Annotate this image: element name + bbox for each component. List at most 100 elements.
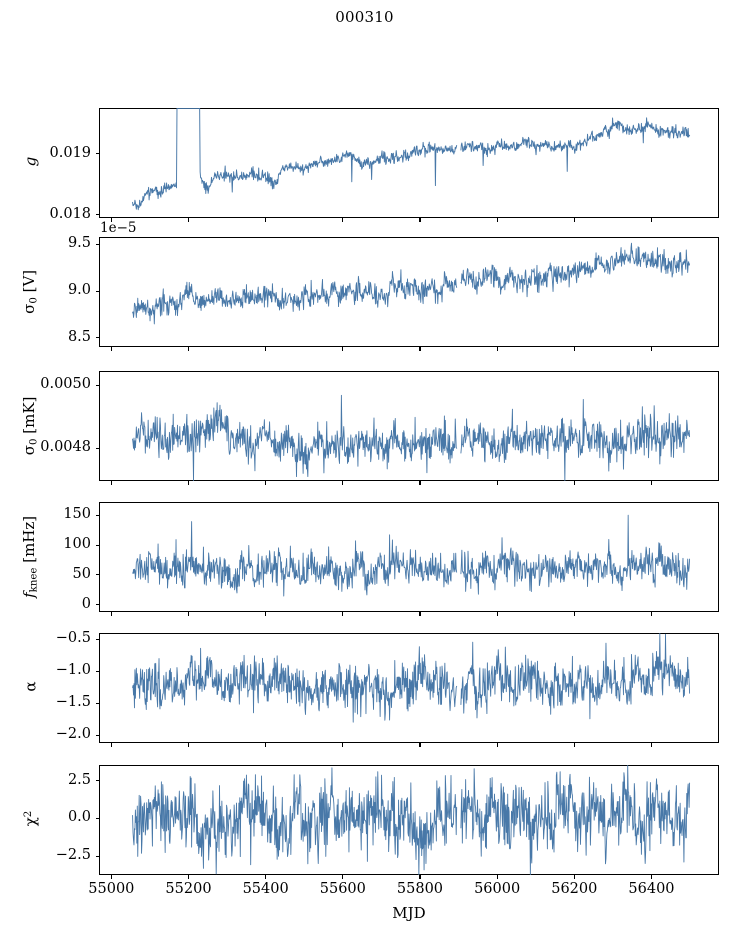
y-tick-label: 0.018 xyxy=(49,205,91,222)
y-tick-label: 50 xyxy=(72,565,91,582)
x-tick-mark xyxy=(419,481,421,485)
x-tick-mark xyxy=(265,481,267,485)
x-tick-mark xyxy=(650,612,653,616)
data-trace-gain xyxy=(132,108,691,211)
x-tick-mark xyxy=(265,218,267,222)
x-tick-mark xyxy=(110,612,112,616)
y-tick-label: 9.0 xyxy=(67,282,91,299)
y-tick-mark xyxy=(95,780,99,782)
y-tick-mark xyxy=(95,337,99,339)
x-tick-label: 55600 xyxy=(319,881,366,897)
y-axis-label-sigma0_mk: σ0 [mK] xyxy=(20,396,40,456)
x-tick-mark xyxy=(496,612,498,616)
data-trace-f_knee xyxy=(132,514,691,597)
y-tick-mark xyxy=(95,447,99,449)
x-tick-mark xyxy=(342,481,344,485)
x-tick-mark xyxy=(573,743,575,747)
data-trace-alpha xyxy=(132,633,691,723)
x-tick-mark xyxy=(265,347,267,351)
y-tick-mark xyxy=(95,702,99,704)
y-tick-label: −1.5 xyxy=(55,694,91,711)
y-tick-mark xyxy=(95,290,99,292)
y-tick-label: 0.019 xyxy=(49,144,91,161)
y-tick-label: 0.0050 xyxy=(40,376,91,393)
x-tick-mark xyxy=(650,347,653,351)
y-axis-label-alpha: α xyxy=(21,681,40,692)
plot-panel-f_knee xyxy=(99,502,719,612)
x-tick-mark xyxy=(188,875,190,879)
data-trace-sigma0_mk xyxy=(132,394,691,481)
x-tick-label: 56400 xyxy=(628,881,675,897)
y-tick-mark xyxy=(95,817,99,820)
y-axis-label-chi2: χ2 xyxy=(21,810,40,827)
y-tick-label: 100 xyxy=(63,536,91,553)
x-tick-mark xyxy=(573,218,575,222)
x-tick-mark xyxy=(496,481,498,485)
plot-panel-gain xyxy=(99,108,719,218)
x-tick-mark xyxy=(188,218,190,222)
x-tick-label: 55200 xyxy=(165,881,212,897)
x-tick-mark xyxy=(342,612,344,616)
x-tick-label: 56200 xyxy=(551,881,598,897)
y-axis-label-gain: g xyxy=(21,156,40,167)
x-tick-mark xyxy=(573,875,575,879)
x-tick-mark xyxy=(342,875,344,879)
panel-frame xyxy=(99,502,719,612)
y-tick-label: 2.5 xyxy=(67,771,91,788)
y-tick-mark xyxy=(95,638,99,640)
x-tick-mark xyxy=(265,612,267,616)
x-tick-mark xyxy=(650,218,653,222)
panel-frame xyxy=(99,237,719,347)
data-trace-sigma0_volts xyxy=(132,242,691,325)
x-axis-label: MJD xyxy=(392,904,426,922)
y-axis-label-sigma0_volts: σ0 [V] xyxy=(20,269,40,314)
x-tick-mark xyxy=(110,875,112,879)
x-tick-mark xyxy=(110,347,112,351)
y-tick-label: −1.0 xyxy=(55,662,91,679)
x-tick-mark xyxy=(342,743,344,747)
x-tick-mark xyxy=(110,743,112,747)
x-tick-mark xyxy=(419,875,421,879)
x-tick-mark xyxy=(110,481,112,485)
x-tick-mark xyxy=(650,481,653,485)
y-tick-label: 0.0048 xyxy=(40,439,91,455)
y-tick-mark xyxy=(95,243,99,245)
x-tick-mark xyxy=(419,743,421,747)
y-tick-mark xyxy=(95,153,99,155)
x-tick-mark xyxy=(419,218,421,222)
y-tick-label: 0.0 xyxy=(67,809,91,826)
x-tick-mark xyxy=(419,612,421,616)
y-tick-mark xyxy=(95,855,99,857)
x-tick-label: 55800 xyxy=(396,881,444,897)
y-tick-label: 9.5 xyxy=(67,235,91,252)
y-tick-mark xyxy=(95,734,99,736)
y-axis-label-f_knee: fknee [mHz] xyxy=(20,515,40,598)
x-tick-mark xyxy=(650,743,653,747)
y-tick-label: −0.5 xyxy=(55,630,91,647)
x-tick-mark xyxy=(496,875,498,879)
x-tick-mark xyxy=(496,743,498,747)
figure-title: 000310 xyxy=(335,8,394,26)
plot-panel-alpha xyxy=(99,633,719,743)
x-tick-mark xyxy=(188,612,190,616)
x-tick-mark xyxy=(496,218,498,222)
y-tick-mark xyxy=(95,574,99,576)
x-tick-mark xyxy=(110,218,112,222)
y-tick-label: −2.0 xyxy=(55,726,91,743)
x-tick-mark xyxy=(573,347,575,351)
panel-frame xyxy=(99,108,719,218)
y-tick-label: 0 xyxy=(81,595,91,612)
y-tick-label: 150 xyxy=(63,506,91,523)
x-tick-mark xyxy=(188,743,190,747)
y-tick-mark xyxy=(95,604,99,606)
y-tick-mark xyxy=(95,384,99,386)
x-tick-mark xyxy=(188,347,190,351)
y-tick-label: −2.5 xyxy=(55,847,91,864)
x-tick-label: 55000 xyxy=(88,881,135,897)
x-tick-mark xyxy=(265,875,267,879)
x-tick-label: 56000 xyxy=(474,881,521,897)
x-tick-mark xyxy=(419,347,421,351)
plot-panel-sigma0_volts xyxy=(99,237,719,347)
x-tick-mark xyxy=(573,481,575,485)
